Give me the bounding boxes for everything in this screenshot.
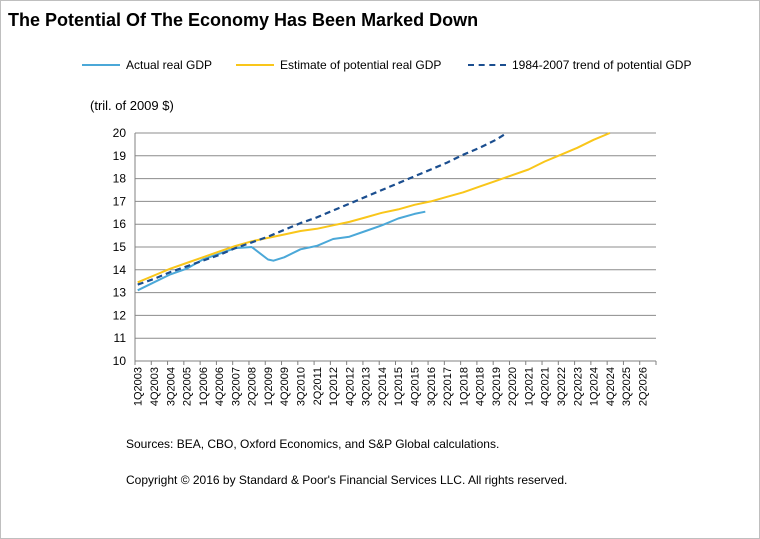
x-tick-label: 2Q2011 xyxy=(312,367,324,405)
series-line-actual-gdp xyxy=(137,210,426,292)
legend-label-trend: 1984-2007 trend of potential GDP xyxy=(512,58,692,72)
x-tick-label: 3Q2004 xyxy=(165,367,177,406)
legend-swatch-actual xyxy=(82,64,120,66)
x-tick-label: 2Q2005 xyxy=(182,367,194,406)
y-tick-label: 16 xyxy=(113,217,127,231)
x-tick-label: 2Q2026 xyxy=(637,367,649,406)
x-tick-label: 3Q2025 xyxy=(621,367,633,406)
x-tick-label: 4Q2015 xyxy=(409,367,421,406)
x-tick-label: 4Q2009 xyxy=(279,367,291,406)
x-tick-label: 1Q2021 xyxy=(523,367,535,406)
x-axis-tick-labels: 1Q2003 4Q2003 3Q2004 2Q2005 1Q2006 4Q2006 3Q20… xyxy=(133,367,650,406)
legend: Actual real GDP Estimate of potential re… xyxy=(0,58,760,74)
x-tick-label: 3Q2013 xyxy=(361,367,373,406)
y-tick-label: 18 xyxy=(113,172,127,186)
x-tick-label: 4Q2012 xyxy=(344,367,356,406)
x-tick-label: 3Q2010 xyxy=(296,367,308,406)
x-tick-label: 4Q2003 xyxy=(149,367,161,406)
y-axis-tick-labels: 10 11 12 13 14 15 16 17 18 19 20 xyxy=(113,126,127,368)
y-tick-label: 17 xyxy=(113,194,127,208)
y-tick-label: 19 xyxy=(113,149,127,163)
legend-swatch-potential xyxy=(236,64,274,66)
legend-item-actual: Actual real GDP xyxy=(82,58,212,72)
legend-item-potential: Estimate of potential real GDP xyxy=(236,58,441,72)
x-axis xyxy=(134,360,657,365)
y-tick-label: 15 xyxy=(113,240,127,254)
y-tick-label: 10 xyxy=(113,354,127,368)
legend-swatch-trend xyxy=(468,64,506,66)
x-tick-label: 4Q2018 xyxy=(475,367,487,406)
y-tick-label: 20 xyxy=(113,126,127,140)
x-tick-label: 1Q2003 xyxy=(133,367,145,406)
x-tick-label: 1Q2024 xyxy=(589,367,601,406)
y-axis-unit-label: (tril. of 2009 $) xyxy=(90,98,174,113)
legend-item-trend: 1984-2007 trend of potential GDP xyxy=(468,58,691,72)
x-tick-label: 2Q2017 xyxy=(442,367,454,406)
chart-title: The Potential Of The Economy Has Been Ma… xyxy=(8,10,479,30)
series-lines xyxy=(137,132,611,292)
x-tick-label: 4Q2006 xyxy=(214,367,226,406)
x-tick-label: 2Q2014 xyxy=(377,367,389,406)
x-tick-label: 4Q2021 xyxy=(540,367,552,406)
y-tick-label: 12 xyxy=(113,308,127,322)
sources-note: Sources: BEA, CBO, Oxford Economics, and… xyxy=(126,437,500,451)
x-tick-label: 4Q2024 xyxy=(605,367,617,406)
x-tick-label: 2Q2020 xyxy=(507,367,519,406)
x-tick-label: 3Q2007 xyxy=(230,367,242,406)
x-tick-label: 2Q2023 xyxy=(572,367,584,406)
copyright-note: Copyright © 2016 by Standard & Poor's Fi… xyxy=(126,473,568,487)
legend-label-actual: Actual real GDP xyxy=(126,58,213,72)
series-line-trend-gdp xyxy=(137,132,508,286)
y-tick-label: 14 xyxy=(113,263,127,277)
y-tick-label: 11 xyxy=(114,331,127,345)
x-tick-label: 1Q2009 xyxy=(263,367,275,406)
x-tick-label: 1Q2006 xyxy=(198,367,210,406)
gridlines xyxy=(134,132,656,362)
x-tick-label: 2Q2008 xyxy=(247,367,259,406)
x-tick-label: 1Q2012 xyxy=(328,367,340,406)
y-tick-label: 13 xyxy=(113,286,127,300)
x-tick-label: 1Q2018 xyxy=(458,367,470,406)
legend-label-potential: Estimate of potential real GDP xyxy=(280,58,442,72)
x-tick-label: 3Q2019 xyxy=(491,367,503,406)
x-tick-label: 3Q2016 xyxy=(426,367,438,406)
x-tick-label: 1Q2015 xyxy=(393,367,405,406)
x-tick-label: 3Q2022 xyxy=(556,367,568,406)
series-line-potential-gdp xyxy=(137,132,611,284)
